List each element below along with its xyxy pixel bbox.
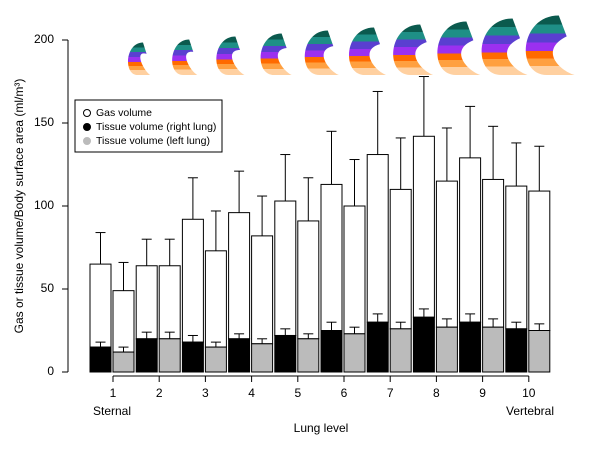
lung-image xyxy=(437,21,481,75)
x-tick-label: 2 xyxy=(156,386,163,400)
tissue-bar xyxy=(158,338,181,373)
lung-images xyxy=(128,15,575,75)
x-tick-label: 5 xyxy=(294,386,301,400)
tissue-bar xyxy=(297,338,320,373)
gas-bar xyxy=(274,200,297,336)
tissue-bar xyxy=(251,343,274,373)
y-tick-label: 100 xyxy=(34,198,54,212)
gas-bar xyxy=(112,290,135,353)
legend-label: Tissue volume (right lung) xyxy=(96,121,216,133)
tissue-bar xyxy=(112,351,135,373)
y-axis-label: Gas or tissue volume/Body surface area (… xyxy=(12,79,26,334)
tissue-bar xyxy=(135,338,158,373)
legend-symbol xyxy=(83,137,91,145)
tissue-bar xyxy=(204,346,227,373)
legend-box xyxy=(74,99,223,153)
x-axis-label: Lung level xyxy=(294,421,349,435)
gas-bar xyxy=(135,265,158,340)
tissue-bar xyxy=(459,321,482,373)
gas-bar xyxy=(435,180,458,328)
lung-image xyxy=(172,39,198,75)
lung-image xyxy=(525,15,575,75)
x-end-label: Sternal xyxy=(93,404,131,418)
y-tick-label: 50 xyxy=(41,281,55,295)
x-tick-label: 6 xyxy=(341,386,348,400)
lung-image xyxy=(216,36,245,75)
legend-label: Gas volume xyxy=(96,107,152,119)
legend: Gas volume Tissue volume (right lung) Tiss… xyxy=(74,99,223,153)
y-tick-label: 0 xyxy=(47,364,54,378)
gas-bar xyxy=(181,218,204,343)
tissue-bar xyxy=(482,326,505,373)
gas-bar xyxy=(343,205,366,335)
lung-image xyxy=(260,33,292,75)
legend-symbol xyxy=(83,123,91,131)
gas-bar xyxy=(297,220,320,340)
tissue-bar xyxy=(505,328,528,373)
x-tick-label: 9 xyxy=(479,386,486,400)
gas-bar xyxy=(389,188,412,330)
tissue-bar xyxy=(181,341,204,373)
x-tick-label: 1 xyxy=(110,386,117,400)
gas-bar xyxy=(459,157,482,323)
tissue-bar xyxy=(528,330,551,373)
tissue-bar xyxy=(343,333,366,373)
tissue-bar xyxy=(366,321,389,373)
lung-image xyxy=(481,18,528,75)
tissue-bar xyxy=(89,346,112,373)
legend-symbol xyxy=(83,109,91,117)
y-tick-label: 200 xyxy=(34,32,54,46)
tissue-bar xyxy=(228,338,251,373)
tissue-bar xyxy=(412,316,435,373)
gas-bar xyxy=(528,190,551,331)
lung-image xyxy=(349,27,386,75)
lung-image xyxy=(128,42,151,75)
x-tick-label: 3 xyxy=(202,386,209,400)
gas-bar xyxy=(366,154,389,323)
gas-bar xyxy=(158,265,181,340)
x-tick-label: 10 xyxy=(522,386,536,400)
tissue-bar xyxy=(389,328,412,373)
x-tick-label: 8 xyxy=(433,386,440,400)
gas-bar xyxy=(228,212,251,340)
tissue-bar xyxy=(435,326,458,373)
gas-bar xyxy=(505,185,528,330)
legend-label: Tissue volume (left lung) xyxy=(96,135,210,147)
x-end-label: Vertebral xyxy=(506,404,554,418)
tissue-bar xyxy=(274,334,297,373)
gas-bar xyxy=(89,263,112,348)
y-tick-label: 150 xyxy=(34,115,54,129)
gas-bar xyxy=(482,178,505,328)
gas-bar xyxy=(251,235,274,345)
tissue-bar xyxy=(320,330,343,373)
lung-image xyxy=(304,30,339,75)
x-tick-label: 7 xyxy=(387,386,394,400)
gas-bar xyxy=(204,250,227,348)
lung-image xyxy=(393,24,434,75)
x-tick-label: 4 xyxy=(248,386,255,400)
gas-bar xyxy=(412,135,435,318)
gas-bar xyxy=(320,183,343,331)
